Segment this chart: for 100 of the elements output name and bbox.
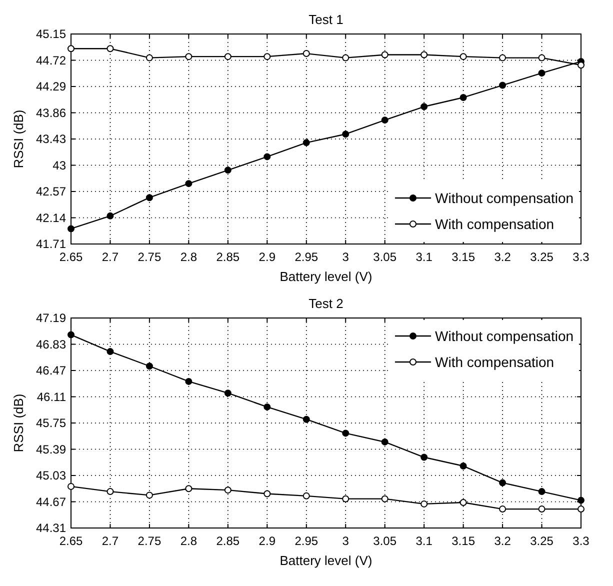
point [302,492,310,500]
y-tick-label: 44.72 [36,53,66,68]
point [146,194,153,202]
y-tick-label: 41.71 [36,237,66,252]
x-tick-label: 2.65 [59,250,83,264]
point [538,54,546,62]
x-axis-title: Battery level (V) [280,553,372,568]
point [68,482,74,490]
x-tick-label: 3.3 [572,534,590,548]
point [381,116,388,124]
y-tick-label: 44.29 [36,80,66,94]
point [342,430,350,437]
point [224,390,232,397]
point [264,403,271,410]
y-axis-title: RSSI (dB) [11,110,26,168]
point [106,212,114,220]
x-tick-label: 3.15 [452,534,476,548]
point [420,454,428,461]
point [460,53,467,60]
x-tick-label: 2.8 [180,534,198,548]
point [185,378,192,385]
y-tick-label: 46.83 [36,337,66,352]
legend-label: With compensation [435,354,554,370]
point [302,416,310,423]
x-tick-label: 2.9 [258,250,276,264]
y-tick-label: 45.03 [36,468,66,483]
x-tick-label: 3.3 [572,250,590,264]
point [342,130,350,138]
x-tick-label: 3.25 [530,534,554,548]
point [302,50,310,58]
x-tick-label: 2.75 [138,250,162,264]
point [499,82,506,89]
x-axis-title: Battery level (V) [280,269,372,284]
point [381,51,388,58]
point [68,331,74,338]
legend-label: Without compensation [435,190,574,206]
y-tick-label: 45.15 [36,27,66,42]
point [499,54,506,62]
point [224,53,232,60]
y-tick-label: 42.14 [36,210,66,225]
point [381,495,388,502]
point [342,54,350,62]
point [538,488,546,496]
point [578,506,584,513]
point [342,495,350,502]
x-tick-label: 3.2 [494,250,512,264]
x-tick-label: 2.85 [216,534,240,548]
legend-label: Without compensation [435,328,574,344]
point [420,103,428,110]
point [420,51,428,58]
x-tick-label: 2.95 [294,534,318,548]
x-tick-label: 3.2 [494,534,512,548]
legend-label: With compensation [435,216,554,232]
y-tick-label: 44.67 [36,494,66,509]
y-tick-label: 43.43 [36,132,66,146]
x-tick-label: 3.25 [530,250,554,264]
x-tick-label: 2.65 [59,534,83,548]
y-tick-label: 43 [52,158,66,172]
x-tick-label: 2.7 [102,250,119,264]
point [146,54,153,62]
x-tick-label: 3.15 [452,250,476,264]
point [460,498,467,506]
point [460,94,467,101]
point [185,485,192,492]
x-tick-label: 3.1 [416,534,433,548]
chart-title: Test 1 [308,12,344,27]
point [499,506,506,513]
x-tick-label: 2.7 [102,534,119,548]
x-tick-label: 3.1 [416,250,433,264]
x-tick-label: 3 [342,534,350,548]
y-tick-label: 46.11 [36,390,66,404]
point [460,462,467,470]
point [264,153,271,160]
y-tick-label: 44.31 [36,521,66,536]
point [185,53,192,60]
x-tick-label: 2.8 [180,250,198,264]
point [224,166,232,174]
point [185,180,192,188]
y-tick-label: 47.19 [36,311,66,326]
x-tick-label: 2.75 [138,534,162,548]
point [264,490,271,498]
x-tick-label: 2.85 [216,250,240,264]
y-axis-title: RSSI (dB) [11,394,26,452]
point [264,53,271,60]
point [146,492,153,499]
y-tick-label: 43.86 [36,106,66,120]
x-tick-label: 2.9 [258,534,276,548]
point [224,486,232,494]
point [381,438,388,446]
point [106,488,114,496]
point [68,225,74,232]
point [106,348,114,356]
y-tick-label: 45.39 [36,442,66,456]
point [302,139,310,146]
x-tick-label: 2.95 [294,250,318,264]
y-tick-label: 45.75 [36,416,66,430]
point [106,45,114,52]
chart-title: Test 2 [308,296,344,311]
point [146,362,153,370]
x-tick-label: 3.05 [373,250,397,264]
